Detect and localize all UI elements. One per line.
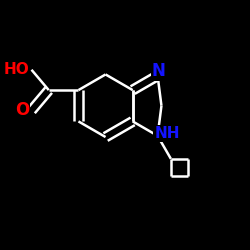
Text: HO: HO [3, 62, 29, 77]
Text: O: O [15, 102, 29, 119]
Text: N: N [152, 62, 166, 80]
Text: NH: NH [154, 126, 180, 141]
